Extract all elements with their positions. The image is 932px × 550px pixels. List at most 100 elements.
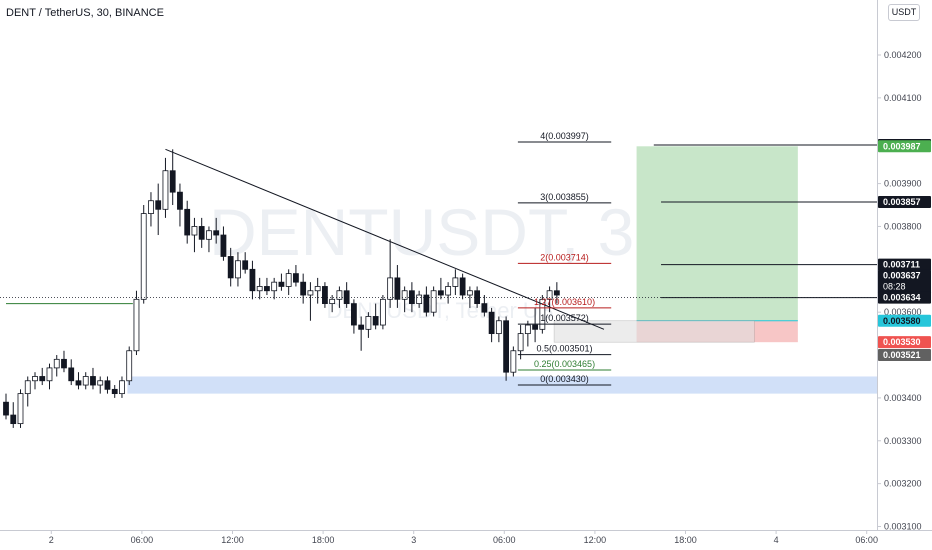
price-label-text: 0.003637 bbox=[883, 271, 921, 281]
candle bbox=[430, 286, 437, 317]
watermark-sub: DENTUSDT, Tether US bbox=[327, 298, 554, 323]
candle bbox=[365, 312, 372, 338]
candle-body bbox=[387, 277, 394, 300]
fib-level-label: 1(0.003572) bbox=[540, 313, 589, 323]
candle bbox=[474, 286, 481, 308]
fib-level-label: 4(0.003997) bbox=[540, 131, 589, 141]
candle-body bbox=[177, 191, 183, 210]
candle bbox=[358, 316, 365, 351]
candle bbox=[10, 402, 17, 428]
candle bbox=[227, 247, 234, 287]
candle-body bbox=[379, 298, 386, 326]
candle-body bbox=[256, 286, 263, 292]
candle-body bbox=[140, 213, 147, 300]
candle bbox=[379, 295, 386, 330]
x-tick-label: 18:00 bbox=[674, 535, 697, 545]
candle bbox=[539, 295, 546, 334]
x-tick-label: 4 bbox=[774, 535, 779, 545]
candle-body bbox=[82, 376, 89, 386]
candle-body bbox=[155, 200, 162, 210]
price-label-text: 0.003857 bbox=[883, 197, 921, 207]
candle-body bbox=[53, 358, 60, 369]
candle bbox=[495, 316, 502, 343]
candle-body bbox=[39, 376, 46, 382]
candle-body bbox=[517, 333, 524, 352]
candle bbox=[532, 307, 539, 343]
currency-button[interactable]: USDT bbox=[888, 4, 920, 21]
candle bbox=[82, 372, 89, 390]
candle-body bbox=[104, 380, 111, 390]
candle-body bbox=[459, 277, 466, 296]
candle bbox=[488, 307, 495, 343]
candle bbox=[503, 316, 510, 381]
price-label bbox=[878, 314, 931, 327]
candle-body bbox=[524, 324, 531, 335]
candle bbox=[61, 350, 67, 373]
candle bbox=[206, 226, 212, 253]
x-tick-label: 06:00 bbox=[493, 535, 516, 545]
candle bbox=[307, 282, 314, 321]
price-label bbox=[878, 269, 931, 294]
candle-body bbox=[271, 281, 278, 292]
candle bbox=[285, 269, 292, 296]
candle-body bbox=[198, 226, 205, 240]
candle bbox=[46, 363, 53, 390]
price-label bbox=[878, 336, 931, 349]
candle bbox=[53, 355, 60, 377]
fib-level-label: 3(0.003855) bbox=[540, 192, 589, 202]
candle-body bbox=[227, 256, 234, 279]
candle bbox=[242, 252, 249, 274]
fib-level-label: 0(0.003430) bbox=[540, 374, 589, 384]
candle bbox=[278, 273, 285, 291]
candle-body bbox=[372, 316, 379, 326]
candle-body bbox=[293, 273, 299, 283]
candle bbox=[68, 359, 75, 386]
candle-body bbox=[111, 388, 118, 395]
candle bbox=[249, 260, 256, 300]
candle-body bbox=[336, 290, 343, 300]
price-label-text: 0.003634 bbox=[883, 293, 921, 303]
price-label bbox=[878, 291, 931, 304]
candle-body bbox=[75, 380, 82, 386]
grey-box bbox=[553, 320, 755, 343]
candle bbox=[459, 273, 466, 300]
candle-body bbox=[300, 281, 307, 296]
demand-zone bbox=[127, 376, 878, 394]
y-tick-label: 0.004100 bbox=[884, 93, 922, 103]
candle bbox=[416, 290, 423, 308]
candle bbox=[155, 183, 162, 236]
x-tick-label: 18:00 bbox=[312, 535, 335, 545]
y-tick-label: 0.003400 bbox=[884, 393, 922, 403]
price-label bbox=[878, 140, 931, 153]
candle bbox=[387, 239, 394, 308]
y-tick-label: 0.003900 bbox=[884, 179, 922, 189]
candle bbox=[314, 277, 321, 304]
candle-body bbox=[126, 350, 133, 382]
candle-body bbox=[97, 380, 104, 386]
candle-body bbox=[162, 170, 169, 210]
candle-body bbox=[365, 316, 372, 330]
candle bbox=[169, 149, 176, 206]
candle bbox=[235, 252, 241, 287]
candle bbox=[322, 282, 328, 308]
candle-body bbox=[133, 298, 140, 352]
candle bbox=[133, 290, 140, 356]
candle bbox=[32, 372, 38, 390]
candle bbox=[524, 320, 531, 347]
candle-body bbox=[61, 358, 67, 369]
x-tick-label: 06:00 bbox=[131, 535, 154, 545]
candle-body bbox=[17, 393, 24, 425]
candle bbox=[104, 376, 111, 394]
candle-body bbox=[213, 230, 220, 236]
candle-body bbox=[546, 290, 553, 300]
price-label bbox=[878, 196, 931, 209]
candle-body bbox=[242, 260, 249, 270]
candle bbox=[437, 277, 444, 300]
candle-body bbox=[553, 290, 560, 296]
price-label-text: 0.003521 bbox=[883, 350, 921, 360]
candle bbox=[3, 393, 9, 420]
candle bbox=[423, 286, 430, 317]
candle bbox=[148, 192, 154, 227]
candle-body bbox=[329, 298, 336, 305]
